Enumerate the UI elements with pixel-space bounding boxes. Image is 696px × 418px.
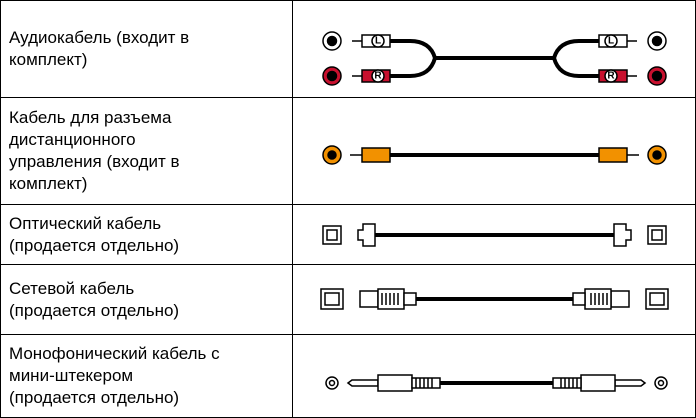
text-line: управления (входит в bbox=[9, 151, 180, 171]
text-line: комплект) bbox=[9, 50, 88, 69]
plug-label: L bbox=[375, 36, 381, 47]
table-row: Монофонический кабель с мини-штекером (про… bbox=[0, 335, 696, 418]
cable-name: Аудиокабель (входит в комплект) bbox=[1, 1, 293, 97]
table-row: Сетевой кабель (продается отдельно) bbox=[0, 265, 696, 335]
text-line: Аудиокабель (входит в bbox=[9, 28, 190, 47]
text-line: Оптический кабель bbox=[9, 213, 162, 233]
optical-cable-illustration bbox=[322, 223, 667, 247]
table-row: Кабель для разъема дистанционного управлен… bbox=[0, 97, 696, 205]
mini-plug-cable-illustration bbox=[325, 374, 668, 392]
text-line: Монофонический кабель с bbox=[9, 344, 220, 363]
cable-name: Кабель для разъема дистанционного управлен… bbox=[1, 97, 293, 204]
cable-name: Оптический кабель (продается отдельно) bbox=[1, 205, 293, 264]
text-line: Кабель для разъема bbox=[9, 107, 172, 127]
text-line: (продается отдельно) bbox=[9, 300, 180, 320]
text-line: мини-штекером bbox=[9, 366, 134, 385]
plug-label: R bbox=[607, 71, 615, 82]
text-line: дистанционного bbox=[9, 129, 136, 149]
network-cable-illustration bbox=[320, 288, 669, 310]
cable-name: Монофонический кабель с мини-штекером (про… bbox=[1, 335, 293, 417]
text-line: Сетевой кабель bbox=[9, 278, 135, 298]
plug-label: R bbox=[374, 71, 382, 82]
cable-name: Сетевой кабель (продается отдельно) bbox=[1, 265, 293, 334]
audio-cable-illustration: L L R R bbox=[322, 31, 667, 86]
text-line: (продается отдельно) bbox=[9, 388, 180, 407]
text-line: комплект) bbox=[9, 173, 88, 193]
text-line: (продается отдельно) bbox=[9, 235, 180, 255]
plug-label: L bbox=[608, 36, 614, 47]
remote-cable-illustration bbox=[322, 145, 667, 165]
table-row: Оптический кабель (продается отдельно) bbox=[0, 205, 696, 265]
table-row: Аудиокабель (входит в комплект) L L R R bbox=[0, 0, 696, 98]
